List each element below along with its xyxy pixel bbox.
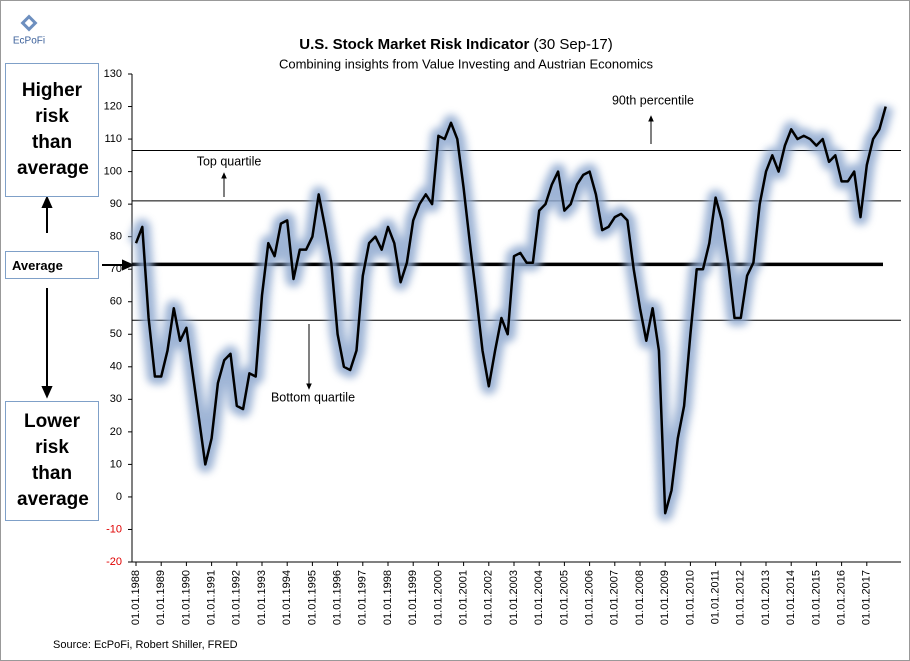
y-tick-label: -20: [106, 556, 122, 568]
x-tick-label: 01.01.2015: [810, 570, 822, 625]
x-tick-label: 01.01.2002: [483, 570, 495, 625]
y-tick-label: 20: [110, 426, 122, 438]
x-tick-label: 01.01.1992: [231, 570, 243, 625]
x-tick-label: 01.01.2010: [684, 570, 696, 625]
y-tick-label: 70: [110, 263, 122, 275]
logo-text: EcPoFi: [13, 36, 45, 47]
line: [134, 106, 887, 515]
y-tick-label: 50: [110, 328, 122, 340]
x-tick-label: 01.01.1999: [407, 570, 419, 625]
lower-box: Lower risk than average: [5, 401, 99, 521]
x-tick-label: 01.01.2005: [558, 570, 570, 625]
x-tick-label: 01.01.1988: [130, 570, 142, 625]
x-tick-label: 01.01.2013: [760, 570, 772, 625]
y-tick-label: 60: [110, 296, 122, 308]
x-tick-label: 01.01.2009: [659, 570, 671, 625]
x-tick-label: 01.01.1996: [332, 570, 344, 625]
x-tick-label: 01.01.2017: [861, 570, 873, 625]
x-tick-label: 01.01.2011: [710, 570, 722, 624]
x-tick-label: 01.01.2004: [533, 570, 545, 625]
x-tick-label: 01.01.2008: [634, 570, 646, 625]
higher-label: Higher risk than average: [17, 80, 89, 179]
chart-subtitle: Combining insights from Value Investing …: [279, 56, 654, 71]
y-tick-label: 40: [110, 361, 122, 373]
x-tick-label: 01.01.1990: [180, 570, 192, 625]
logo: EcPoFi: [13, 14, 45, 47]
title-main: U.S. Stock Market Risk Indicator: [299, 36, 529, 53]
y-tick-label: 130: [104, 68, 122, 80]
x-tick-label: 01.01.2007: [609, 570, 621, 625]
x-tick-label: 01.01.1998: [382, 570, 394, 625]
x-tick-label: 01.01.2000: [432, 570, 444, 625]
lower-label: Lower risk than average: [17, 411, 89, 510]
reference-label: Bottom quartile: [271, 390, 355, 404]
y-tick-label: 0: [116, 491, 122, 503]
higher-box: Higher risk than average: [5, 63, 99, 197]
y-tick-label: -10: [106, 523, 122, 535]
x-tick-label: 01.01.2001: [458, 570, 470, 625]
y-tick-label: 30: [110, 393, 122, 405]
title-suffix: (30 Sep-17): [534, 36, 613, 53]
x-tick-label: 01.01.1995: [306, 570, 318, 625]
x-tick-label: 01.01.1993: [256, 570, 268, 625]
reference-label: Top quartile: [197, 154, 262, 168]
average-label: Average: [12, 257, 63, 273]
y-tick-label: 90: [110, 198, 122, 210]
x-tick-label: 01.01.2016: [836, 570, 848, 625]
x-tick-label: 01.01.2006: [584, 570, 596, 625]
y-tick-label: 80: [110, 231, 122, 243]
x-tick-label: 01.01.2003: [508, 570, 520, 625]
y-tick-label: 120: [104, 100, 122, 112]
x-tick-label: 01.01.1994: [281, 570, 293, 625]
chart-title: U.S. Stock Market Risk Indicator (30 Sep…: [299, 36, 612, 53]
y-tick-label: 110: [104, 133, 122, 145]
reference-label: 90th percentile: [612, 93, 694, 107]
source: Source: EcPoFi, Robert Shiller, FRED: [53, 639, 238, 651]
y-tick-label: 10: [110, 458, 122, 470]
y-tick-label: 100: [104, 166, 122, 178]
x-tick-label: 01.01.1997: [357, 570, 369, 625]
average-box: Average: [5, 251, 99, 279]
x-tick-label: 01.01.2014: [785, 570, 797, 625]
x-tick-label: 01.01.1989: [155, 570, 167, 625]
x-tick-label: 01.01.2012: [735, 570, 747, 625]
x-tick-label: 01.01.1991: [206, 570, 218, 625]
